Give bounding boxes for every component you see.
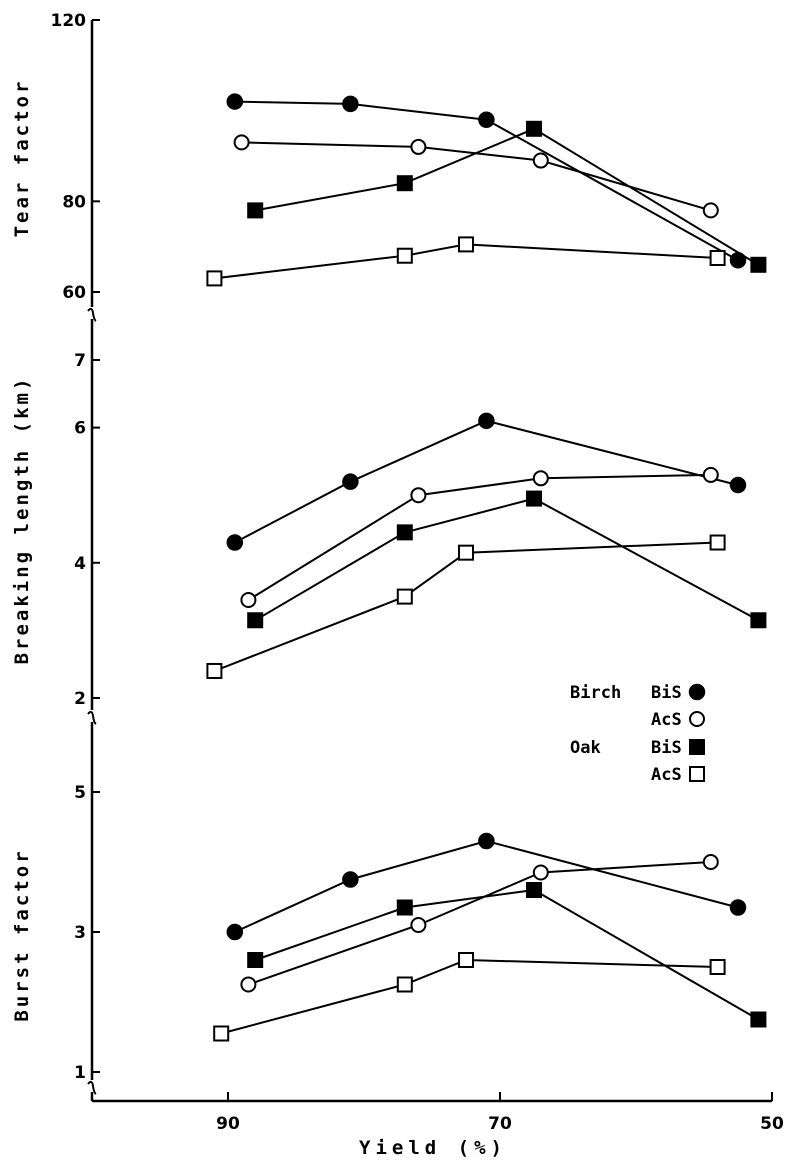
data-point-birch-acs [532,470,549,487]
axis-break-mark [87,710,97,725]
data-point-birch-bis [729,899,747,916]
data-point-birch-bis [342,473,359,490]
y-axis-label: Tear factor [11,79,33,238]
series-line-oak-bis [254,888,759,1021]
series-line-birch-bis [234,100,739,262]
data-point-birch-bis [729,476,747,494]
data-point-birch-acs [410,138,427,155]
data-point-oak-bis [247,202,264,219]
legend-series-label: AcS [651,765,682,785]
data-point-birch-acs [702,466,719,483]
data-point-birch-acs [702,202,719,219]
y-tick-label: 7 [74,351,86,371]
y-tick-label: 2 [74,689,86,709]
data-point-birch-bis [342,95,359,113]
data-point-oak-bis [750,1011,767,1028]
series-line-oak-acs [220,958,718,1035]
y-tick-label: 120 [51,11,87,31]
data-point-oak-acs [709,534,726,551]
x-tick-label: 50 [760,1114,784,1134]
data-point-birch-acs [532,152,549,169]
legend-series-label: BiS [651,683,682,703]
data-point-oak-acs [709,250,726,266]
data-point-oak-bis [526,490,542,507]
legend-marker [689,766,705,782]
data-point-birch-acs [240,976,257,993]
legend-marker [689,711,705,727]
data-point-oak-acs [458,236,474,253]
series-line-oak-bis [254,497,759,622]
data-point-birch-bis [342,871,359,888]
legend-marker [689,739,705,755]
data-point-oak-acs [709,959,726,975]
y-axis-label: Breaking length (km) [11,376,33,665]
legend-series-label: BiS [651,738,682,758]
data-point-oak-acs [396,588,413,605]
y-tick-label: 4 [74,554,86,574]
data-point-birch-bis [478,111,495,128]
data-point-oak-bis [247,612,264,629]
x-axis-label: Yield (%) [359,1137,507,1159]
y-tick-label: 80 [62,192,86,212]
data-point-birch-bis [226,93,244,110]
data-point-oak-bis [750,256,767,273]
y-tick-label: 6 [74,419,86,439]
legend-group-label: Birch [570,683,621,703]
series-line-oak-acs [214,541,718,672]
data-point-oak-acs [206,662,223,679]
data-point-oak-acs [213,1025,230,1042]
data-point-birch-acs [702,854,719,870]
data-point-birch-acs [410,917,427,933]
data-point-oak-bis [526,120,542,137]
data-point-birch-acs [233,134,250,151]
legend-marker [688,683,706,701]
axis-break-mark [87,307,97,322]
data-point-birch-acs [410,487,427,504]
series-line-oak-acs [214,243,718,280]
axis-break-mark [87,1080,97,1095]
series-line-birch-bis [234,419,739,544]
data-point-birch-acs [240,591,257,608]
y-axis-label: Burst factor [11,848,33,1021]
y-tick-label: 5 [74,783,86,803]
series-line-oak-bis [255,127,759,266]
data-point-oak-bis [396,899,413,916]
data-point-oak-bis [526,882,542,898]
data-point-oak-acs [396,976,413,993]
data-point-oak-bis [396,524,413,541]
data-point-oak-acs [396,247,413,264]
data-point-oak-acs [458,952,474,968]
data-point-oak-bis [396,175,413,192]
data-point-birch-bis [226,923,244,941]
legend-group-label: Oak [570,738,601,758]
data-point-birch-bis [226,534,244,551]
x-tick-label: 90 [216,1114,240,1134]
legend-series-label: AcS [651,710,682,730]
data-point-birch-acs [532,864,549,881]
data-point-birch-bis [478,832,495,850]
y-tick-label: 3 [74,923,86,943]
data-point-oak-acs [458,544,474,561]
series-line-birch-bis [234,839,739,933]
data-point-birch-bis [478,412,495,430]
data-point-oak-bis [247,952,264,968]
y-tick-label: 1 [74,1063,86,1083]
y-tick-label: 60 [62,283,86,303]
series-line-birch-acs [247,473,711,601]
data-point-oak-acs [206,270,223,287]
data-point-oak-bis [750,612,767,629]
x-tick-label: 70 [488,1114,512,1134]
series-line-birch-acs [248,861,711,986]
